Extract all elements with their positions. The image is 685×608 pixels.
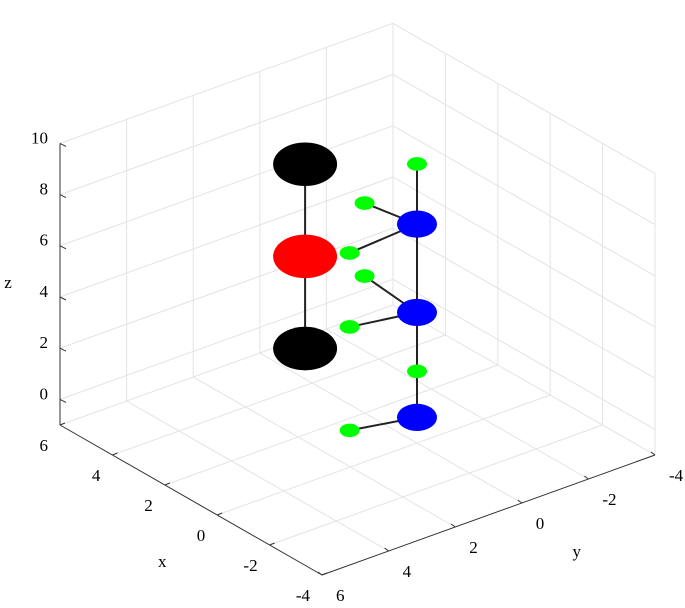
- atom: [339, 246, 360, 260]
- grid-line: [112, 334, 446, 456]
- z-tick-label: 8: [40, 180, 49, 199]
- y-tick: [584, 475, 589, 480]
- x-tick-label: 2: [144, 496, 153, 515]
- y-tick: [450, 523, 456, 528]
- grid-line: [259, 352, 523, 504]
- grid-line: [392, 304, 656, 456]
- atom: [273, 326, 338, 371]
- y-axis-line: [321, 454, 656, 576]
- z-tick-label: 0: [40, 384, 49, 403]
- atom: [273, 234, 338, 279]
- atom: [339, 320, 360, 334]
- z-tick-label: 6: [40, 231, 49, 250]
- atom: [397, 298, 437, 327]
- z-tick: [59, 347, 67, 352]
- z-tick: [59, 398, 67, 403]
- z-tick: [59, 142, 67, 147]
- x-tick: [217, 512, 223, 516]
- grid-line: [59, 125, 394, 247]
- grid-line: [392, 74, 656, 226]
- grid-line: [192, 376, 456, 528]
- grid-line: [59, 227, 394, 349]
- atom: [407, 157, 427, 171]
- y-tick: [517, 499, 523, 504]
- x-tick-label: -4: [296, 586, 311, 603]
- y-tick-label: 2: [469, 538, 478, 557]
- x-tick: [164, 482, 170, 486]
- grid-line: [59, 304, 394, 426]
- x-tick: [112, 452, 118, 456]
- y-tick: [317, 571, 323, 576]
- grid-line: [126, 400, 389, 552]
- x-axis-line: [59, 424, 323, 576]
- atom: [407, 364, 427, 379]
- grid: [59, 22, 656, 576]
- z-tick-label: 4: [40, 282, 49, 301]
- z-tick: [59, 194, 67, 199]
- y-tick-label: 4: [403, 562, 412, 581]
- atoms: [273, 142, 437, 438]
- atom: [354, 196, 375, 210]
- z-tick-label: 10: [31, 128, 48, 147]
- z-tick-label: 2: [40, 333, 49, 352]
- axes: -4 -2 0 2 4 6 -4 -2 0 2 4 6 0 2 4 6 8 10 x y z: [4, 128, 684, 605]
- grid-line: [326, 328, 589, 480]
- x-tick-label: 4: [92, 466, 101, 485]
- atom: [273, 142, 338, 187]
- x-tick-label: 0: [197, 526, 206, 545]
- x-tick: [269, 542, 275, 546]
- atom: [339, 423, 360, 438]
- atom: [397, 210, 437, 238]
- grid-line: [59, 74, 394, 196]
- z-tick: [59, 296, 67, 301]
- x-axis-label: x: [158, 552, 167, 571]
- y-tick: [384, 547, 389, 552]
- y-tick-label: 0: [536, 514, 545, 533]
- grid-line: [392, 125, 656, 277]
- grid-line: [392, 227, 656, 379]
- x-tick-label: -2: [243, 556, 257, 575]
- grid-line: [392, 278, 656, 430]
- x-tick-label: 6: [40, 436, 49, 455]
- atom: [354, 269, 375, 283]
- y-tick-label: -2: [602, 490, 616, 509]
- atom: [397, 403, 437, 431]
- y-axis-label: y: [573, 542, 582, 561]
- z-axis-label: z: [4, 273, 12, 292]
- x-tick: [59, 422, 66, 426]
- grid-line: [59, 176, 394, 298]
- x-tick: [321, 572, 328, 576]
- grid-line: [392, 22, 656, 174]
- grid-line: [164, 364, 498, 486]
- y-tick-label: 6: [336, 586, 345, 603]
- grid-line: [59, 22, 394, 144]
- grid-line: [59, 278, 394, 400]
- grid-line: [392, 176, 656, 328]
- y-tick-label: -4: [669, 466, 684, 485]
- grid-line: [269, 424, 603, 546]
- grid-line: [217, 394, 551, 516]
- z-tick: [59, 245, 67, 250]
- y-tick: [650, 451, 656, 456]
